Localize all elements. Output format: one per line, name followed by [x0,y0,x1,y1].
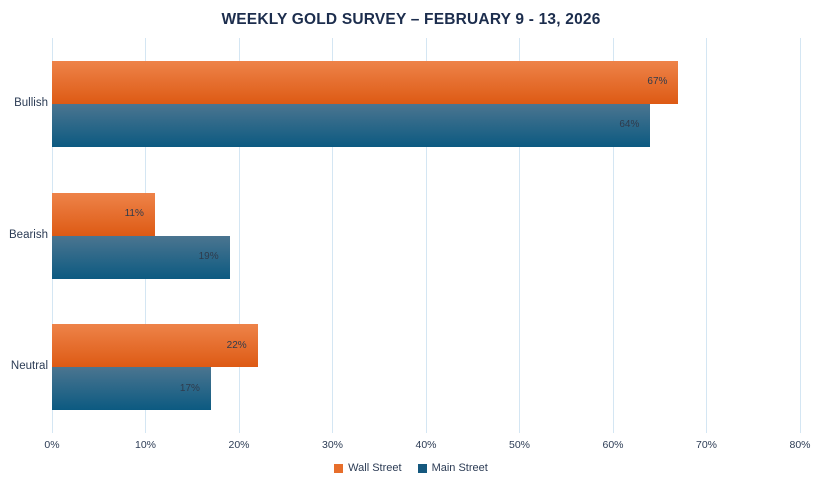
gridline-30% [332,38,333,433]
x-tick-label: 30% [321,439,344,451]
bar-value-label-bullish-wall-street: 67% [647,76,668,88]
bar-value-label-bearish-wall-street: 11% [124,208,144,219]
x-tick-label: 60% [602,439,624,451]
legend: Wall Street Main Street [0,462,822,474]
gridline-80% [799,38,801,433]
gridline-70% [706,38,707,433]
x-tick-label: 80% [789,439,811,451]
x-tick-label: 40% [415,439,437,451]
x-tick-label: 50% [508,439,531,451]
legend-swatch-icon [334,463,344,473]
category-label-neutral: Neutral [10,360,48,373]
legend-swatch-icon [417,463,427,473]
gridline-20% [238,38,240,433]
gridline-60% [612,38,614,433]
bar-bearish-wall-street [52,192,155,236]
x-tick-label: 70% [695,439,718,451]
bar-value-label-neutral-main-street: 17% [179,382,200,394]
bar-neutral-main-street [52,367,211,411]
category-label-bearish: Bearish [9,228,48,241]
legend-item-wall-street: Wall Street [334,462,402,474]
x-tick-label: 0% [44,439,60,451]
gridline-40% [425,38,427,433]
category-label-bullish: Bullish [14,96,48,109]
bar-bullish-wall-street [52,60,679,104]
x-tick-label: 20% [228,439,250,451]
bar-value-label-bullish-main-street: 64% [619,119,640,131]
bar-neutral-wall-street [52,324,258,368]
bar-value-label-neutral-wall-street: 22% [226,339,247,351]
bar-bullish-main-street [52,103,651,147]
legend-label: Main Street [431,462,488,474]
legend-item-main-street: Main Street [417,462,488,474]
legend-label: Wall Street [348,462,402,474]
gridline-50% [519,38,520,433]
chart-title: WEEKLY GOLD SURVEY – FEBRUARY 9 - 13, 20… [221,11,601,28]
bar-bearish-main-street [52,235,230,279]
x-tick-label: 10% [134,439,157,451]
bar-value-label-bearish-main-street: 19% [198,251,219,262]
